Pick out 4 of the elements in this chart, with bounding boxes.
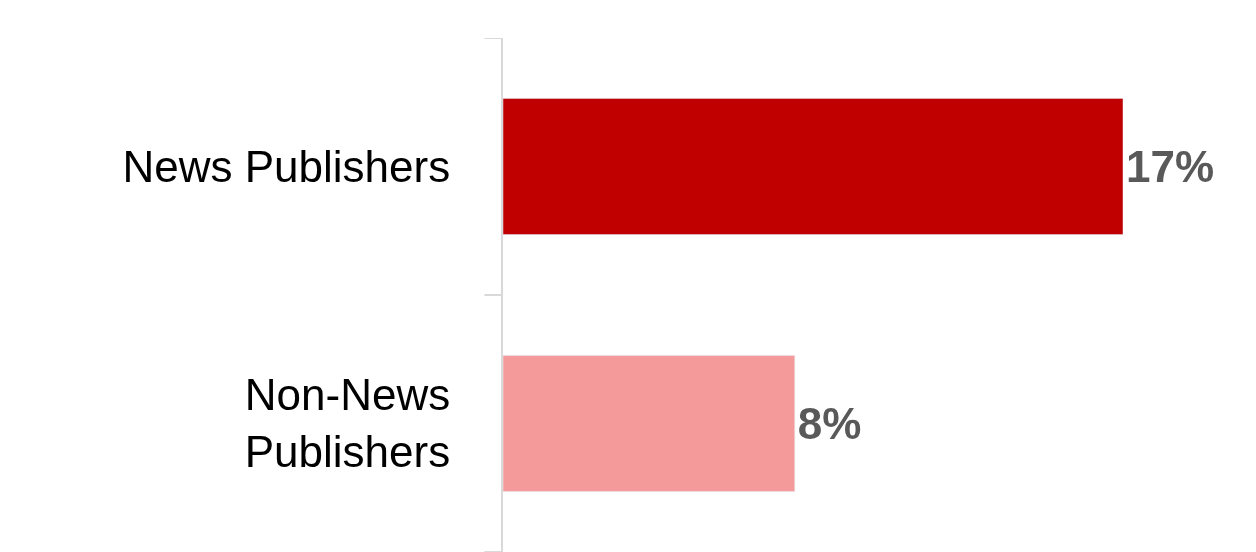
y-tick-label: News Publishers	[122, 141, 451, 191]
y-tick-label: Non-News Publishers	[244, 370, 451, 477]
data-label: 17%	[1126, 142, 1215, 192]
data-label: 8%	[797, 399, 862, 449]
